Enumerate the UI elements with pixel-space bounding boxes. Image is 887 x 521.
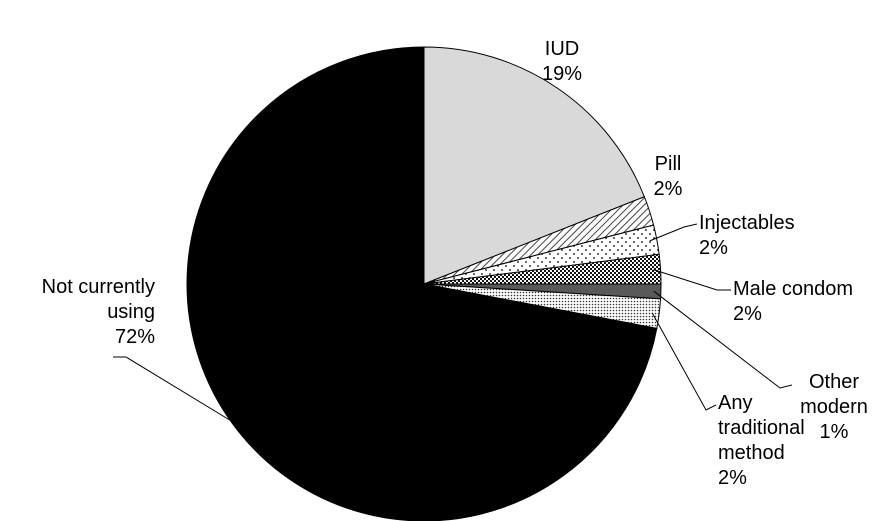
slice-percent-label: 2% <box>699 237 728 259</box>
leader-line <box>113 356 248 431</box>
slice-percent-label: 2% <box>718 467 747 489</box>
leader-line <box>653 290 793 389</box>
slice-name-label: Male condom <box>733 278 853 300</box>
slice-percent-label: 1% <box>820 421 849 443</box>
pie-slices <box>186 46 662 521</box>
slice-name-label: Pill <box>655 153 682 175</box>
leader-line <box>653 269 731 291</box>
leader-line <box>649 223 698 242</box>
slice-name-label: Not currently <box>42 276 155 298</box>
slice-percent-label: 19% <box>542 63 582 85</box>
slice-percent-label: 72% <box>115 326 155 348</box>
slice-percent-label: 2% <box>654 178 683 200</box>
pie-slice-iud <box>423 46 646 285</box>
leader-lines <box>113 223 793 431</box>
slice-name-label: Injectables <box>699 212 795 234</box>
leader-line <box>651 312 717 411</box>
slice-name-label: Other <box>809 371 859 393</box>
slice-name-label: IUD <box>545 38 579 60</box>
slice-percent-label: 2% <box>733 303 762 325</box>
pie-slice-not-currently-using <box>186 46 658 521</box>
slice-name-label: modern <box>800 396 868 418</box>
slice-name-label: using <box>107 301 155 323</box>
slice-name-label: method <box>718 442 785 464</box>
slice-name-label: Any <box>718 392 752 414</box>
slice-name-label: traditional <box>718 417 805 439</box>
